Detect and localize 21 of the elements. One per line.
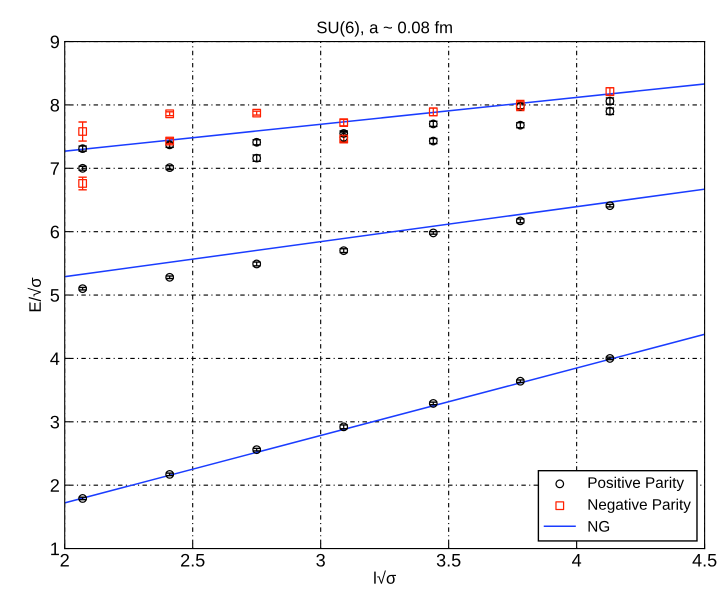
y-tick-label: 6: [50, 226, 60, 238]
legend-label: Negative Parity: [588, 498, 691, 513]
legend-label: NG: [588, 520, 610, 532]
y-tick-label: 4: [50, 352, 60, 365]
y-tick-label: 1: [51, 542, 59, 556]
chart-title: SU(6), a ~ 0.08 fm: [317, 21, 452, 37]
legend-label: Positive Parity: [588, 476, 684, 492]
y-axis-title: E/√σ: [28, 278, 41, 312]
x-tick-label: 3: [316, 554, 325, 567]
x-tick-label: 4: [572, 554, 582, 566]
y-tick-label: 3: [50, 416, 60, 428]
y-tick-label: 9: [50, 35, 59, 48]
x-tick-label: 2.5: [181, 554, 204, 567]
y-tick-label: 5: [50, 289, 60, 302]
y-tick-label: 2: [50, 479, 59, 492]
x-tick-label: 4.5: [692, 554, 716, 567]
y-tick-label: 8: [50, 98, 60, 112]
x-tick-label: 3.5: [436, 554, 460, 567]
x-axis-title: l√σ: [374, 570, 396, 584]
y-tick-label: 7: [50, 162, 59, 175]
x-tick-label: 2: [60, 554, 69, 566]
